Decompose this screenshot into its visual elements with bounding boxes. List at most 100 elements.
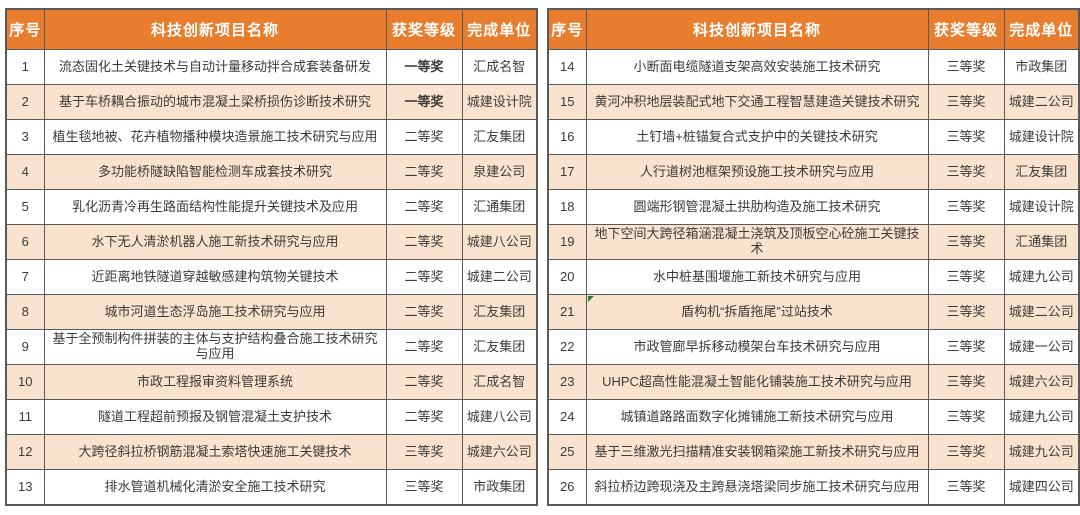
- header-index: 序号: [5, 8, 45, 50]
- award-level-cell: 三等奖: [927, 329, 1005, 365]
- project-name-cell: 水下无人清淤机器人施工新技术研究与应用: [43, 224, 387, 260]
- table-row: 4 多功能桥隧缺陷智能检测车成套技术研究 二等奖 泉建公司: [5, 154, 538, 190]
- row-index-cell: 3: [5, 119, 45, 155]
- header-row: 序号 科技创新项目名称 获奖等级 完成单位: [5, 8, 538, 50]
- row-index-cell: 10: [5, 364, 45, 400]
- table-row: 19 地下空间大跨径箱涵混凝土浇筑及顶板空心砼施工关键技术 三等奖 汇通集团: [547, 224, 1080, 260]
- header-award-level: 获奖等级: [385, 8, 463, 50]
- award-level-cell: 三等奖: [385, 434, 463, 470]
- project-name-cell: 大跨径斜拉桥钢筋混凝土索塔快速施工关键技术: [43, 434, 387, 470]
- row-index-cell: 8: [5, 294, 45, 330]
- table-row: 7 近距离地铁隧道穿越敏感建构筑物关键技术 二等奖 城建二公司: [5, 259, 538, 295]
- award-level-cell: 三等奖: [385, 469, 463, 506]
- award-level-cell: 三等奖: [927, 119, 1005, 155]
- unit-cell: 城建设计院: [1003, 119, 1080, 155]
- table-row: 22 市政管廊早拆移动模架台车技术研究与应用 三等奖 城建一公司: [547, 329, 1080, 365]
- unit-cell: 城建六公司: [1003, 364, 1080, 400]
- header-unit: 完成单位: [1003, 8, 1080, 50]
- project-name-cell: 市政工程报审资料管理系统: [43, 364, 387, 400]
- table-row: 18 圆端形钢管混凝土拱肋构造及施工技术研究 三等奖 城建设计院: [547, 189, 1080, 225]
- award-level-cell: 三等奖: [927, 154, 1005, 190]
- row-index-cell: 21: [547, 294, 587, 330]
- award-level-cell: 二等奖: [385, 399, 463, 435]
- unit-cell: 城建八公司: [461, 399, 538, 435]
- award-level-cell: 三等奖: [927, 364, 1005, 400]
- table-row: 8 城市河道生态浮岛施工技术研究与应用 二等奖 汇友集团: [5, 294, 538, 330]
- row-index-cell: 13: [5, 469, 45, 506]
- row-index-cell: 22: [547, 329, 587, 365]
- project-name-cell: 斜拉桥边跨现浇及主跨悬浇塔梁同步施工技术研究与应用: [585, 469, 929, 506]
- project-name-cell: 小断面电缆隧道支架高效安装施工技术研究: [585, 49, 929, 85]
- table-row: 9 基于全预制构件拼装的主体与支护结构叠合施工技术研究与应用 二等奖 汇友集团: [5, 329, 538, 365]
- unit-cell: 城建九公司: [1003, 399, 1080, 435]
- unit-cell: 汇通集团: [461, 189, 538, 225]
- award-level-cell: 三等奖: [927, 84, 1005, 120]
- row-index-cell: 15: [547, 84, 587, 120]
- award-level-cell: 二等奖: [385, 224, 463, 260]
- award-level-cell: 二等奖: [385, 189, 463, 225]
- project-name-cell: 隧道工程超前预报及钢管混凝土支护技术: [43, 399, 387, 435]
- table-row: 26 斜拉桥边跨现浇及主跨悬浇塔梁同步施工技术研究与应用 三等奖 城建四公司: [547, 469, 1080, 506]
- row-index-cell: 26: [547, 469, 587, 506]
- unit-cell: 城建四公司: [1003, 469, 1080, 506]
- row-index-cell: 2: [5, 84, 45, 120]
- table-row: 5 乳化沥青冷再生路面结构性能提升关键技术及应用 二等奖 汇通集团: [5, 189, 538, 225]
- award-level-cell: 二等奖: [385, 294, 463, 330]
- awards-table-right: 序号 科技创新项目名称 获奖等级 完成单位 14 小断面电缆隧道支架高效安装施工技…: [547, 8, 1080, 506]
- project-name-cell: 基于车桥耦合振动的城市混凝土梁桥损伤诊断技术研究: [43, 84, 387, 120]
- unit-cell: 市政集团: [461, 469, 538, 506]
- unit-cell: 城建九公司: [1003, 259, 1080, 295]
- project-name-cell: 地下空间大跨径箱涵混凝土浇筑及顶板空心砼施工关键技术: [585, 224, 929, 260]
- award-level-cell: 二等奖: [385, 119, 463, 155]
- table-row: 6 水下无人清淤机器人施工新技术研究与应用 二等奖 城建八公司: [5, 224, 538, 260]
- award-level-cell: 三等奖: [927, 399, 1005, 435]
- unit-cell: 汇友集团: [461, 329, 538, 365]
- unit-cell: 泉建公司: [461, 154, 538, 190]
- header-award-level: 获奖等级: [927, 8, 1005, 50]
- row-index-cell: 17: [547, 154, 587, 190]
- unit-cell: 城建二公司: [1003, 294, 1080, 330]
- header-index: 序号: [547, 8, 587, 50]
- awards-table-left: 序号 科技创新项目名称 获奖等级 完成单位 1 流态固化土关键技术与自动计量移动拌…: [5, 8, 538, 506]
- table-row: 1 流态固化土关键技术与自动计量移动拌合成套装备研发 一等奖 汇成名智: [5, 49, 538, 85]
- award-level-cell: 一等奖: [385, 84, 463, 120]
- award-level-cell: 三等奖: [927, 434, 1005, 470]
- project-name-cell: 近距离地铁隧道穿越敏感建构筑物关键技术: [43, 259, 387, 295]
- table-row: 24 城镇道路路面数字化摊铺施工新技术研究与应用 三等奖 城建九公司: [547, 399, 1080, 435]
- row-index-cell: 24: [547, 399, 587, 435]
- row-index-cell: 16: [547, 119, 587, 155]
- table-row: 16 土钉墙+桩锚复合式支护中的关键技术研究 三等奖 城建设计院: [547, 119, 1080, 155]
- table-row: 10 市政工程报审资料管理系统 二等奖 汇成名智: [5, 364, 538, 400]
- unit-cell: 汇成名智: [461, 49, 538, 85]
- unit-cell: 汇通集团: [1003, 224, 1080, 260]
- project-name-cell: 城市河道生态浮岛施工技术研究与应用: [43, 294, 387, 330]
- table-row: 12 大跨径斜拉桥钢筋混凝土索塔快速施工关键技术 三等奖 城建六公司: [5, 434, 538, 470]
- row-index-cell: 18: [547, 189, 587, 225]
- row-index-cell: 14: [547, 49, 587, 85]
- award-level-cell: 二等奖: [385, 154, 463, 190]
- unit-cell: 市政集团: [1003, 49, 1080, 85]
- project-name-cell: 流态固化土关键技术与自动计量移动拌合成套装备研发: [43, 49, 387, 85]
- project-name-cell: 黄河冲积地层装配式地下交通工程智慧建造关键技术研究: [585, 84, 929, 120]
- unit-cell: 汇友集团: [1003, 154, 1080, 190]
- row-index-cell: 6: [5, 224, 45, 260]
- row-index-cell: 12: [5, 434, 45, 470]
- unit-cell: 城建设计院: [1003, 189, 1080, 225]
- project-name-cell: 乳化沥青冷再生路面结构性能提升关键技术及应用: [43, 189, 387, 225]
- header-unit: 完成单位: [461, 8, 538, 50]
- table-row: 11 隧道工程超前预报及钢管混凝土支护技术 二等奖 城建八公司: [5, 399, 538, 435]
- project-name-cell: 土钉墙+桩锚复合式支护中的关键技术研究: [585, 119, 929, 155]
- unit-cell: 汇友集团: [461, 119, 538, 155]
- unit-cell: 城建八公司: [461, 224, 538, 260]
- table-row: 17 人行道树池框架预设施工技术研究与应用 三等奖 汇友集团: [547, 154, 1080, 190]
- table-row: 20 水中桩基围堰施工新技术研究与应用 三等奖 城建九公司: [547, 259, 1080, 295]
- table-row: 2 基于车桥耦合振动的城市混凝土梁桥损伤诊断技术研究 一等奖 城建设计院: [5, 84, 538, 120]
- header-row: 序号 科技创新项目名称 获奖等级 完成单位: [547, 8, 1080, 50]
- row-index-cell: 9: [5, 329, 45, 365]
- header-project-name: 科技创新项目名称: [585, 8, 929, 50]
- row-index-cell: 5: [5, 189, 45, 225]
- row-index-cell: 7: [5, 259, 45, 295]
- unit-cell: 城建一公司: [1003, 329, 1080, 365]
- row-index-cell: 20: [547, 259, 587, 295]
- table-row: 3 植生毯地被、花卉植物播种模块造景施工技术研究与应用 二等奖 汇友集团: [5, 119, 538, 155]
